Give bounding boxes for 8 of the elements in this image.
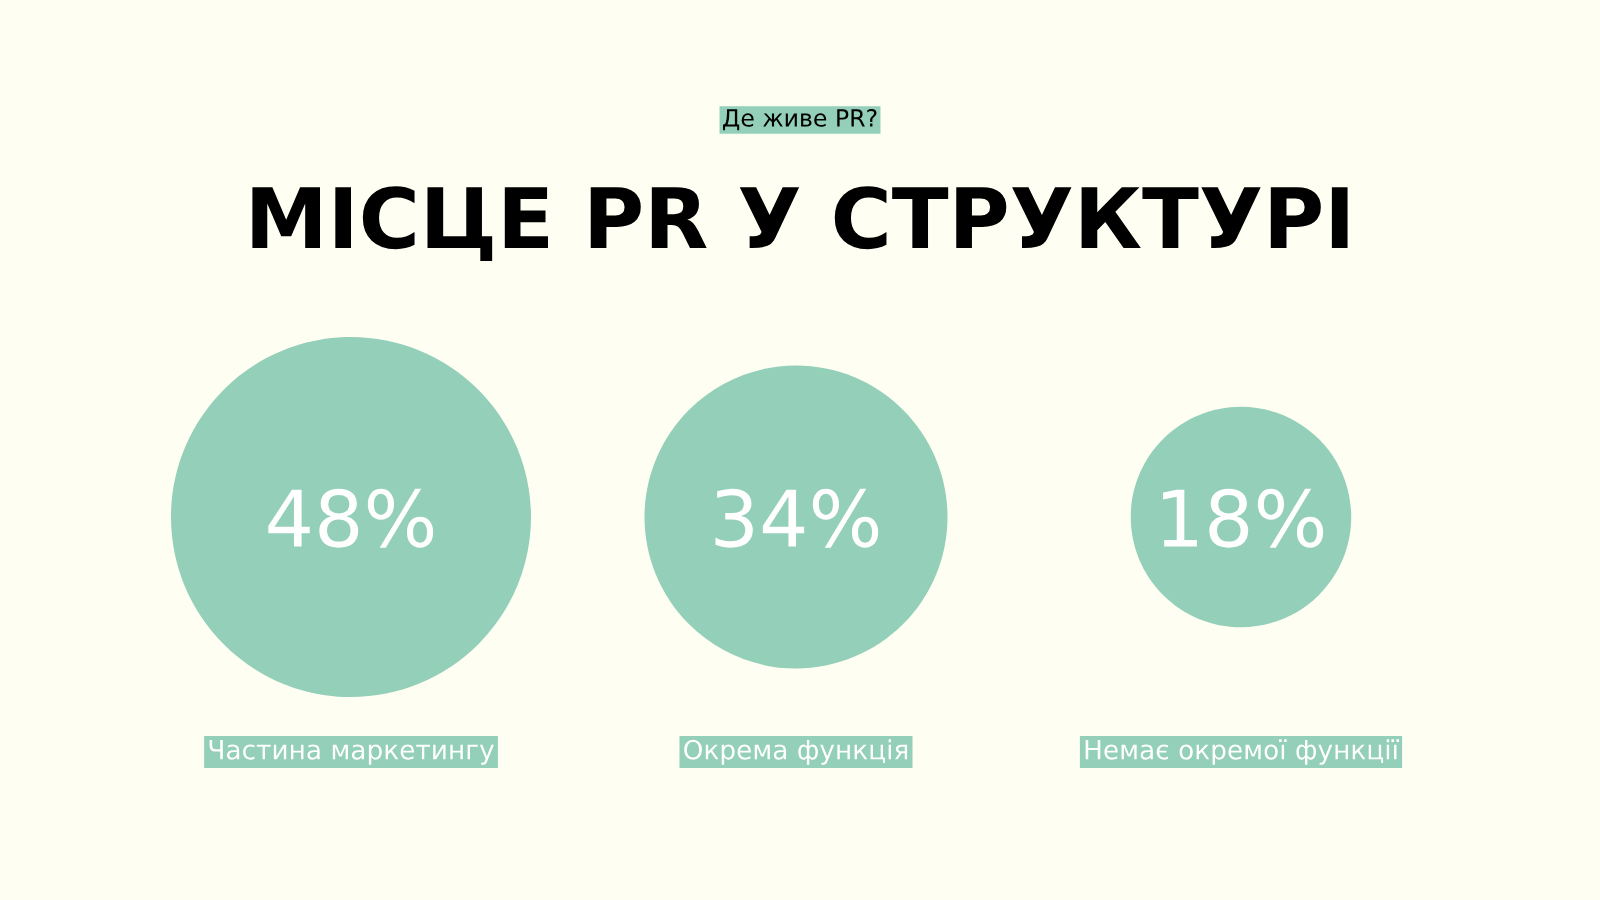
- text: Де живе PR?: [723, 108, 877, 131]
- category-label: Немає окремої функції: [1085, 739, 1400, 765]
- category-label: Частина маркетингу: [209, 740, 494, 765]
- text: МІСЦЕ PR У СТРУКТУРІ: [252, 186, 1348, 262]
- data-label: 18%: [1163, 488, 1324, 548]
- data-label: 34%: [715, 488, 879, 548]
- category-label: Окрема функція: [684, 739, 908, 765]
- data-label: 48%: [268, 488, 434, 548]
